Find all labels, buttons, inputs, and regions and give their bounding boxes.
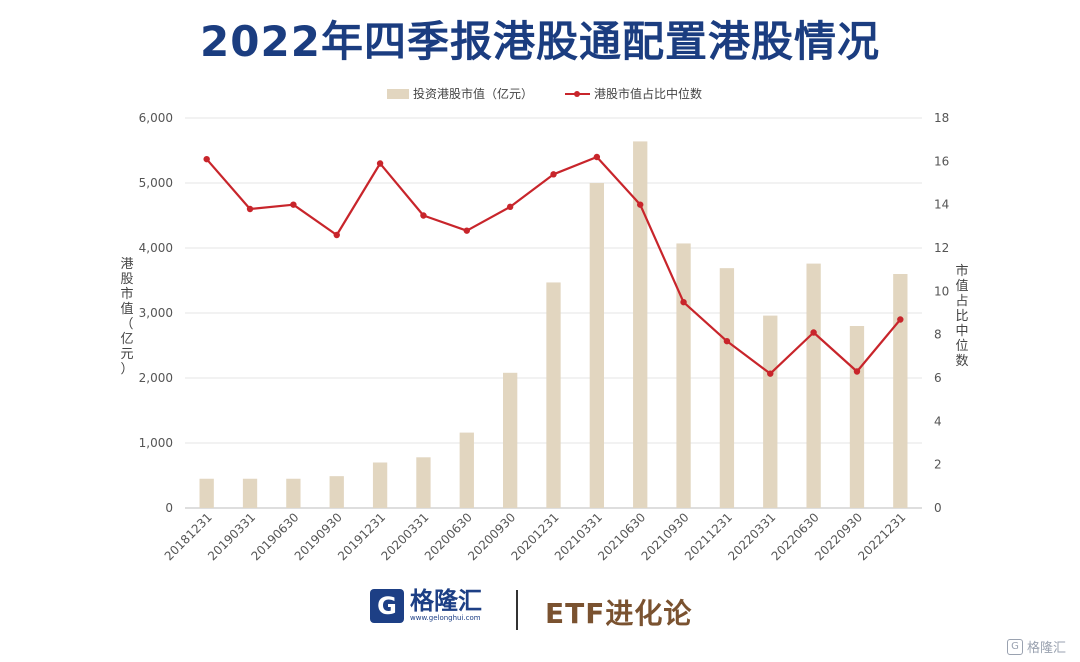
left-tick-label: 6,000 xyxy=(139,111,173,125)
line-point xyxy=(593,153,601,161)
left-axis-title: 港股市值（亿元） xyxy=(120,257,133,377)
line-point xyxy=(246,205,254,213)
legend-line-marker xyxy=(574,91,580,97)
line-point xyxy=(897,316,904,323)
line-point xyxy=(723,337,731,345)
footer: G 格隆汇 www.gelonghui.com ETF进化论 xyxy=(0,588,1080,632)
right-tick-label: 14 xyxy=(934,198,949,212)
watermark: G 格隆汇 xyxy=(1006,637,1066,656)
right-tick-label: 2 xyxy=(934,458,942,472)
right-tick-label: 12 xyxy=(934,241,949,255)
chart-title: 2022年四季报港股通配置港股情况 xyxy=(200,17,880,66)
legend-line-label: 港股市值占比中位数 xyxy=(594,86,702,101)
line-point xyxy=(376,160,384,167)
left-tick-label: 1,000 xyxy=(139,436,173,450)
bar xyxy=(893,274,908,508)
bar xyxy=(329,476,344,508)
chart: 0 1,000 2,000 3,000 4,000 5,000 6,000 0 2 4 6 8 10 1… xyxy=(120,86,968,563)
bar xyxy=(286,478,301,508)
left-tick-label: 5,000 xyxy=(139,176,173,190)
bar xyxy=(633,141,648,508)
logo-name: 格隆汇 xyxy=(410,587,482,615)
right-tick-label: 6 xyxy=(934,371,942,385)
logo-url: www.gelonghui.com xyxy=(410,614,481,622)
line-point xyxy=(767,370,774,377)
right-tick-label: 16 xyxy=(934,154,949,168)
line-point xyxy=(290,201,297,208)
legend-bar-swatch xyxy=(387,89,409,99)
line-point xyxy=(463,227,470,234)
line-point xyxy=(203,155,210,163)
right-axis-ticks: 0 2 4 6 8 10 12 14 16 18 xyxy=(934,111,949,515)
bar xyxy=(459,432,474,508)
left-tick-label: 2,000 xyxy=(139,371,173,385)
bar-series xyxy=(199,141,908,508)
line-point xyxy=(810,329,817,336)
left-tick-label: 0 xyxy=(165,501,173,515)
bar xyxy=(199,478,214,508)
x-axis-ticks: 2018123120190331201906302019093020191231… xyxy=(162,510,909,563)
right-tick-label: 4 xyxy=(934,414,942,428)
line-point xyxy=(420,212,427,219)
x-tick-label: 20221231 xyxy=(855,510,908,563)
bar xyxy=(763,315,778,508)
axis-titles: 港股市值（亿元） 市值占比中位数 xyxy=(120,257,968,377)
line-point xyxy=(853,368,861,375)
legend: 投资港股市值（亿元） 港股市值占比中位数 xyxy=(387,86,702,101)
right-axis-title: 市值占比中位数 xyxy=(955,263,968,369)
bar xyxy=(719,268,735,508)
line-point xyxy=(637,201,644,208)
bar xyxy=(242,478,258,508)
right-tick-label: 10 xyxy=(934,284,949,298)
bar xyxy=(502,372,518,508)
bar xyxy=(372,462,388,508)
line-point xyxy=(680,298,687,306)
right-tick-label: 0 xyxy=(934,501,942,515)
line-point xyxy=(550,171,557,178)
bar xyxy=(676,243,691,508)
bar xyxy=(589,183,605,508)
right-tick-label: 18 xyxy=(934,111,949,125)
etf-brand: ETF进化论 xyxy=(545,597,693,630)
line-series xyxy=(203,153,904,377)
right-tick-label: 8 xyxy=(934,328,942,342)
line-point xyxy=(506,203,514,211)
logo-mark-icon: G xyxy=(370,588,404,623)
line-point xyxy=(333,231,340,239)
bar xyxy=(416,457,431,508)
watermark-text: 格隆汇 xyxy=(1026,641,1066,656)
left-tick-label: 4,000 xyxy=(139,241,173,255)
bar xyxy=(849,326,865,508)
watermark-logo-icon: G xyxy=(1006,638,1023,655)
legend-bar-label: 投资港股市值（亿元） xyxy=(413,86,533,101)
gelonghui-logo: G 格隆汇 www.gelonghui.com xyxy=(370,588,482,623)
left-tick-label: 3,000 xyxy=(139,306,173,320)
footer-divider xyxy=(516,590,518,630)
bar xyxy=(806,263,821,508)
bar xyxy=(546,282,561,508)
left-axis-ticks: 0 1,000 2,000 3,000 4,000 5,000 6,000 xyxy=(139,111,173,515)
